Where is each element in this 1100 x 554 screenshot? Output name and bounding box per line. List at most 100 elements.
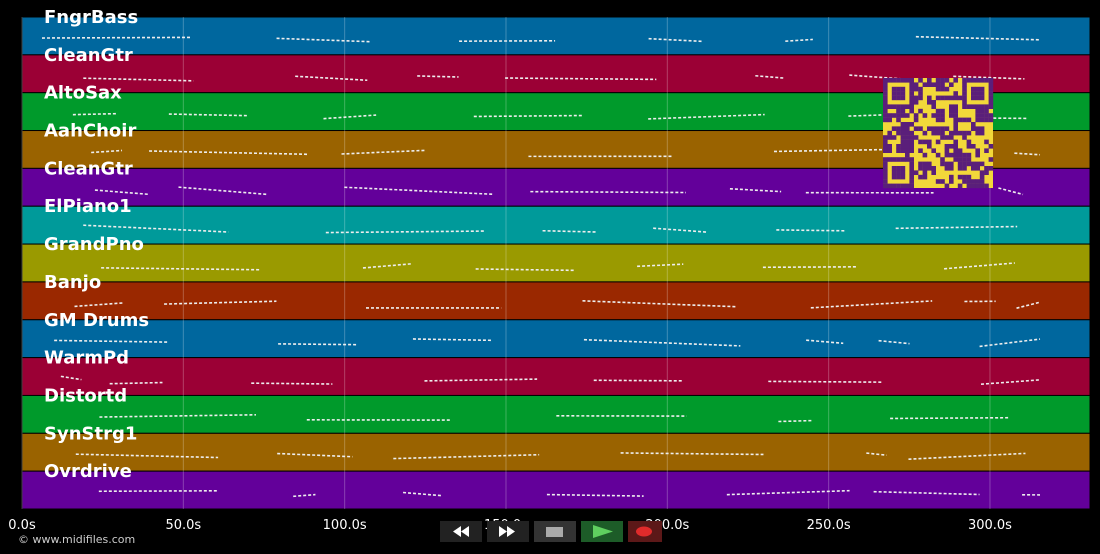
qr-cell	[971, 183, 976, 189]
note-run	[530, 190, 686, 194]
qr-cell	[913, 86, 919, 92]
qr-cell	[887, 183, 892, 189]
note-run	[810, 300, 933, 309]
qr-cell	[909, 100, 914, 105]
stop-button[interactable]	[534, 521, 576, 542]
track-name: CleanGtr	[44, 158, 133, 179]
qr-cell	[984, 170, 989, 175]
qr-cell	[962, 91, 967, 96]
qr-cell	[971, 104, 976, 109]
fast-forward-button[interactable]	[487, 521, 529, 542]
qr-cell	[979, 170, 985, 175]
note-run	[866, 452, 887, 456]
qr-cell	[896, 117, 901, 123]
qr-cell	[918, 86, 923, 92]
qr-cell	[962, 166, 967, 171]
qr-cell	[896, 170, 901, 175]
note-run	[620, 452, 764, 456]
qr-cell	[918, 91, 923, 96]
qr-cell	[979, 174, 985, 180]
qr-cell	[979, 95, 985, 101]
copyright: © www.midifiles.com	[18, 533, 135, 546]
qr-cell	[971, 86, 976, 92]
qr-cell	[935, 117, 941, 123]
track-lane	[21, 319, 1091, 359]
qr-cell	[949, 152, 954, 158]
track-name: Banjo	[44, 272, 101, 293]
x-tick-label: 50.0s	[165, 518, 201, 533]
qr-cell	[966, 179, 972, 184]
qr-cell	[949, 144, 954, 149]
qr-cell	[883, 117, 888, 123]
qr-cell	[909, 144, 914, 149]
qr-cell	[891, 157, 897, 162]
qr-cell	[962, 161, 967, 167]
play-button[interactable]	[581, 521, 623, 542]
note-run	[729, 187, 782, 193]
qr-cell	[966, 174, 972, 180]
qr-cell	[975, 108, 980, 114]
rewind-button[interactable]	[440, 521, 482, 542]
qr-cell	[922, 130, 928, 136]
qr-cell	[944, 161, 950, 167]
qr-cell	[931, 82, 936, 87]
qr-cell	[962, 95, 967, 101]
note-run	[944, 262, 1015, 270]
note-run	[362, 263, 411, 269]
track-lane	[21, 394, 1091, 434]
qr-cell	[953, 139, 958, 145]
qr-cell	[971, 144, 976, 149]
qr-cell	[940, 86, 945, 92]
qr-cell	[957, 148, 963, 153]
note-run	[168, 113, 249, 117]
track-lane	[21, 243, 1091, 283]
qr-cell	[896, 148, 901, 153]
x-tick-label: 250.0s	[807, 518, 851, 533]
qr-cell	[900, 157, 906, 162]
qr-cell	[949, 82, 954, 87]
track-name: SynStrg1	[44, 423, 137, 444]
qr-cell	[918, 95, 923, 101]
qr-cell	[962, 135, 967, 140]
qr-cell	[918, 78, 923, 83]
note-run	[637, 263, 684, 268]
qr-cell	[905, 183, 910, 189]
qr-cell	[962, 86, 967, 92]
qr-cell	[966, 152, 972, 158]
qr-cell	[988, 95, 994, 101]
note-run	[1016, 301, 1041, 309]
qr-cell	[975, 104, 980, 109]
record-button[interactable]	[628, 521, 662, 542]
note-run	[341, 149, 426, 155]
qr-cell	[913, 95, 919, 101]
qr-cell	[979, 161, 985, 167]
qr-cell	[927, 95, 932, 101]
qr-cell	[953, 148, 958, 153]
note-run	[54, 339, 169, 343]
qr-cell	[975, 148, 980, 153]
qr-cell	[953, 113, 958, 118]
qr-cell	[975, 130, 980, 136]
track-name: GrandPno	[44, 234, 144, 255]
note-run	[546, 493, 644, 497]
qr-cell	[984, 166, 989, 171]
qr-cell	[900, 170, 906, 175]
note-run	[325, 230, 485, 234]
qr-cell	[887, 78, 892, 83]
qr-cell	[913, 117, 919, 123]
qr-cell	[988, 91, 994, 96]
qr-cell	[927, 82, 932, 87]
qr-cell	[979, 183, 985, 189]
qr-cell	[975, 86, 980, 92]
qr-cell	[962, 82, 967, 87]
qr-cell	[971, 166, 976, 171]
qr-cell	[883, 95, 888, 101]
qr-cell	[918, 139, 923, 145]
qr-cell	[905, 130, 910, 136]
qr-cell	[900, 104, 906, 109]
qr-cell	[957, 166, 963, 171]
qr-cell	[909, 95, 914, 101]
qr-cell	[988, 113, 994, 118]
qr-cell	[909, 174, 914, 180]
note-run	[94, 189, 148, 196]
